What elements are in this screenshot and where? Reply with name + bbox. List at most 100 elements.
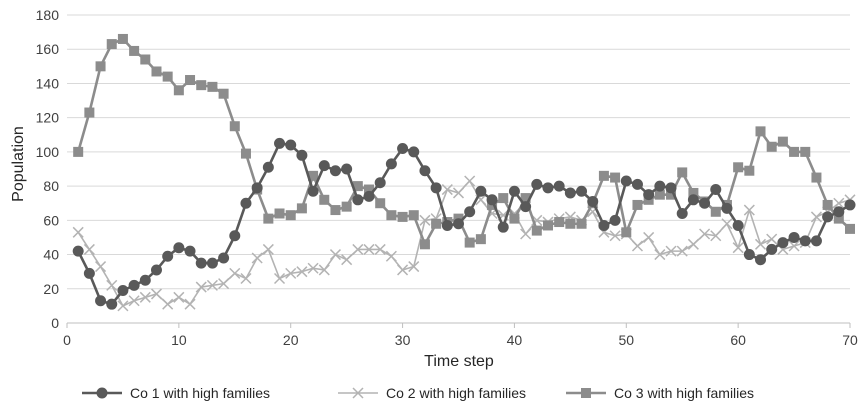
x-tick-label: 60 bbox=[730, 332, 746, 348]
data-point bbox=[330, 205, 341, 216]
data-point bbox=[419, 165, 431, 177]
y-tick-label: 140 bbox=[36, 75, 60, 91]
data-point bbox=[710, 230, 722, 242]
legend-marker bbox=[581, 388, 591, 398]
data-point bbox=[810, 211, 822, 223]
data-point bbox=[777, 136, 788, 147]
data-point bbox=[631, 240, 644, 252]
data-point bbox=[185, 75, 196, 86]
data-point bbox=[620, 175, 632, 187]
data-point bbox=[139, 274, 151, 286]
data-point bbox=[206, 279, 218, 291]
data-point bbox=[173, 291, 185, 303]
data-point bbox=[665, 182, 677, 194]
legend-item-2: Co 2 with high families bbox=[338, 385, 526, 401]
x-axis-title: Time step bbox=[424, 353, 494, 370]
data-point bbox=[296, 203, 307, 214]
data-point bbox=[341, 163, 353, 175]
data-point bbox=[240, 148, 251, 159]
axes bbox=[66, 322, 851, 328]
data-point bbox=[318, 160, 330, 172]
y-tick-label: 0 bbox=[51, 315, 59, 331]
data-point bbox=[128, 295, 140, 307]
data-point bbox=[117, 33, 128, 44]
data-point bbox=[419, 239, 430, 250]
data-point bbox=[296, 266, 308, 278]
data-point bbox=[296, 149, 308, 161]
data-point bbox=[195, 281, 207, 293]
data-point bbox=[497, 221, 509, 233]
data-point bbox=[162, 71, 173, 82]
data-point bbox=[621, 227, 632, 238]
data-point bbox=[486, 194, 498, 206]
data-point bbox=[352, 181, 363, 192]
legend-label: Co 1 with high families bbox=[130, 385, 270, 401]
gridlines bbox=[67, 14, 850, 290]
data-point bbox=[240, 272, 252, 285]
data-point bbox=[520, 193, 531, 204]
data-point bbox=[699, 228, 711, 240]
data-point bbox=[274, 208, 285, 219]
y-tick-label: 60 bbox=[43, 212, 59, 228]
data-point bbox=[531, 225, 542, 236]
data-point bbox=[643, 231, 655, 243]
data-point bbox=[262, 161, 274, 173]
data-point bbox=[363, 243, 375, 255]
data-point bbox=[341, 201, 352, 212]
data-point bbox=[206, 257, 218, 269]
data-point bbox=[464, 206, 476, 218]
data-point bbox=[341, 254, 353, 266]
data-point bbox=[743, 249, 755, 261]
data-point bbox=[743, 204, 755, 216]
data-point bbox=[72, 226, 84, 238]
data-point bbox=[196, 80, 207, 91]
data-point bbox=[363, 190, 375, 202]
data-point bbox=[654, 189, 665, 200]
data-point bbox=[643, 189, 655, 201]
data-point bbox=[218, 252, 230, 264]
data-point bbox=[531, 178, 543, 190]
x-tick-label: 20 bbox=[283, 332, 299, 348]
data-point bbox=[106, 298, 118, 310]
data-point bbox=[610, 172, 621, 183]
y-tick-labels: 0 20 40 60 80 100 120 140 160 180 bbox=[36, 7, 60, 331]
legend-item-1: Co 1 with high families bbox=[82, 385, 270, 401]
data-point bbox=[307, 262, 319, 274]
data-point bbox=[374, 243, 386, 255]
y-tick-label: 180 bbox=[36, 7, 60, 23]
y-tick-label: 80 bbox=[43, 178, 59, 194]
data-point bbox=[95, 261, 107, 273]
data-point bbox=[73, 146, 84, 157]
data-point bbox=[844, 199, 856, 211]
data-point bbox=[262, 243, 274, 255]
data-point bbox=[72, 245, 84, 257]
data-point bbox=[150, 264, 162, 276]
data-point bbox=[106, 39, 117, 50]
y-tick-label: 100 bbox=[36, 144, 60, 160]
data-point bbox=[631, 178, 643, 190]
data-point bbox=[542, 220, 553, 231]
x-tick-label: 30 bbox=[395, 332, 411, 348]
data-point bbox=[240, 197, 252, 209]
x-tick-labels: 0 10 20 30 40 50 60 70 bbox=[63, 332, 858, 348]
legend-item-3: Co 3 with high families bbox=[566, 385, 754, 401]
data-point bbox=[587, 196, 599, 208]
data-point bbox=[329, 165, 341, 177]
y-tick-label: 40 bbox=[43, 247, 59, 263]
data-point bbox=[710, 206, 721, 217]
data-point bbox=[397, 264, 409, 276]
data-point bbox=[386, 210, 397, 221]
data-point bbox=[218, 278, 230, 290]
data-point bbox=[375, 198, 386, 209]
data-point bbox=[475, 234, 486, 245]
series-1 bbox=[72, 137, 856, 310]
data-point bbox=[833, 197, 845, 209]
data-point bbox=[509, 213, 520, 224]
data-point bbox=[732, 242, 744, 254]
data-point bbox=[565, 218, 576, 229]
data-point bbox=[151, 66, 162, 77]
data-point bbox=[755, 254, 767, 266]
data-point bbox=[385, 250, 397, 262]
data-point bbox=[364, 184, 375, 195]
